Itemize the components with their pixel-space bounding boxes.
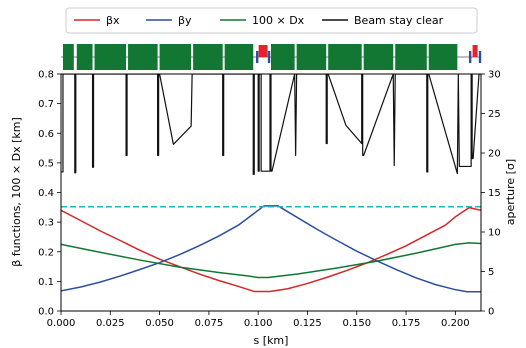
dipole-9 [328, 44, 362, 70]
y-tick-label-0: 0.0 [38, 307, 54, 318]
x-tick-label-1: 0.025 [96, 318, 125, 329]
dipole-8 [296, 44, 327, 70]
y2-tick-label-1: 5 [488, 267, 494, 278]
legend-label-bsc: Beam stay clear [354, 14, 444, 27]
y-tick-label-7: 0.7 [38, 99, 54, 110]
dipole-6 [224, 44, 254, 70]
plot-frame [60, 73, 482, 312]
x-axis-label: s [km] [254, 334, 289, 347]
x-tick-label-4: 0.100 [244, 318, 273, 329]
legend-label-beta-x: βx [106, 14, 120, 27]
x-tick-label-2: 0.050 [145, 318, 174, 329]
dipole-3 [128, 44, 158, 70]
dipole-11 [395, 44, 427, 70]
legend: βx βy 100 × Dx Beam stay clear [65, 7, 478, 34]
y-axis-label: β functions, 100 × Dx [km] [10, 117, 23, 267]
y2-tick-label-0: 0 [488, 307, 494, 318]
y2-tick-label-6: 30 [488, 70, 501, 81]
x-tick-label-0: 0.000 [47, 318, 76, 329]
lattice-strip [61, 44, 482, 70]
y-tick-label-2: 0.2 [38, 247, 54, 258]
dipole-5 [193, 44, 223, 70]
x-tick-label-3: 0.075 [195, 318, 224, 329]
legend-frame [65, 7, 478, 34]
legend-label-beta-y: βy [178, 14, 192, 27]
dipole-1 [76, 44, 93, 70]
x-tick-label-5: 0.125 [293, 318, 322, 329]
y2-tick-label-2: 10 [488, 228, 501, 239]
quad-defocus-0 [255, 51, 259, 63]
series-beta-x [61, 206, 481, 293]
series-dispersion [61, 242, 481, 279]
y-tick-label-1: 0.1 [38, 277, 54, 288]
y2-tick-label-4: 20 [488, 149, 501, 160]
dipole-4 [159, 44, 192, 70]
quad-defocus-4 [468, 51, 472, 63]
plot-area: 0.000 0.025 0.050 0.075 0.100 0.125 0.150 0.175… [38, 70, 501, 330]
quad-focus-2 [262, 45, 268, 57]
dipole-0 [62, 44, 74, 70]
y-tick-label-4: 0.4 [38, 188, 54, 199]
quad-defocus-6 [478, 51, 482, 63]
y2-tick-label-5: 25 [488, 109, 501, 120]
dipole-12 [428, 44, 458, 70]
quad-focus-5 [472, 45, 478, 57]
dipole-2 [94, 44, 127, 70]
ticks: 0.000 0.025 0.050 0.075 0.100 0.125 0.150 0.175… [38, 70, 501, 330]
y2-axis-label: aperture [σ] [504, 159, 517, 225]
y-tick-label-5: 0.5 [38, 158, 54, 169]
series-beta-y [61, 205, 481, 293]
dipole-10 [363, 44, 394, 70]
legend-label-dispersion: 100 × Dx [252, 14, 305, 27]
series-beam-stay-clear [61, 74, 481, 175]
x-tick-label-6: 0.150 [342, 318, 371, 329]
quad-focus-1 [258, 45, 264, 57]
x-tick-label-8: 0.200 [441, 318, 470, 329]
y-tick-label-8: 0.8 [38, 70, 54, 81]
y-tick-label-3: 0.3 [38, 218, 54, 229]
dipole-7 [271, 44, 295, 70]
y-tick-label-6: 0.6 [38, 129, 54, 140]
quad-defocus-3 [267, 51, 271, 63]
x-tick-label-7: 0.175 [392, 318, 421, 329]
y2-tick-label-3: 15 [488, 188, 501, 199]
series-layer [61, 74, 481, 293]
